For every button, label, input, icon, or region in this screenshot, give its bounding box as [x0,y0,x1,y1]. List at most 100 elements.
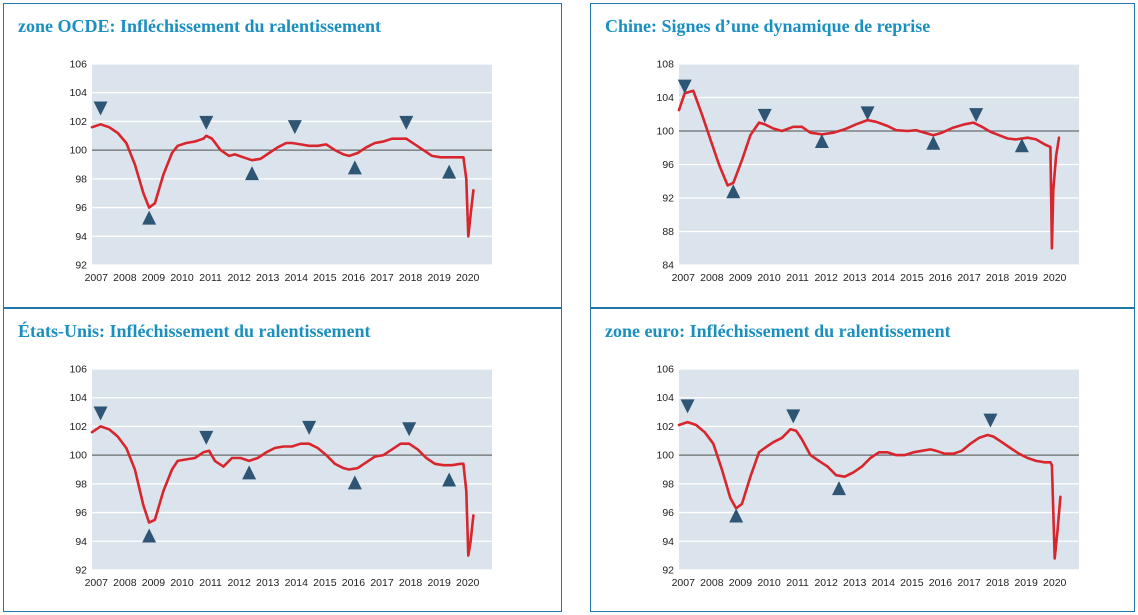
y-tick-label: 96 [662,159,674,171]
cli-series-line [677,420,1062,560]
peak-marker [402,422,417,437]
x-tick-label: 2014 [872,577,896,589]
x-tick-label: 2019 [1014,272,1038,284]
trough-marker [142,528,157,543]
peak-marker [860,106,875,121]
peak-marker [677,79,692,94]
y-tick-label: 102 [69,421,87,433]
y-tick-label: 92 [662,565,674,577]
peak-marker [757,108,772,123]
x-tick-label: 2009 [142,577,166,589]
y-tick-label: 108 [656,59,674,71]
chart-title: zone euro: Infléchissement du ralentisse… [605,321,951,341]
x-tick-label: 2011 [786,577,809,589]
y-tick-label: 98 [75,173,87,185]
y-tick-label: 96 [662,507,674,519]
trough-marker [245,166,259,181]
y-tick-label: 92 [75,565,87,577]
y-tick-label: 100 [69,145,87,157]
chart-panel-china: Chine: Signes d’une dynamique de reprise… [590,3,1135,308]
trough-marker [1014,138,1029,153]
peak-marker [786,409,801,424]
x-tick-label: 2018 [986,577,1010,589]
cli-series-line [90,425,475,557]
x-tick-label: 2012 [814,272,838,284]
x-tick-label: 2019 [427,577,451,589]
peak-marker [93,101,108,116]
trough-marker [442,164,457,179]
y-tick-label: 106 [656,364,674,376]
x-tick-label: 2007 [85,272,109,284]
x-tick-label: 2010 [757,577,781,589]
x-tick-label: 2008 [700,577,724,589]
x-tick-label: 2016 [342,272,366,284]
trough-marker [729,508,744,523]
y-tick-label: 100 [69,450,87,462]
cli-series-line [90,123,475,238]
x-tick-label: 2017 [370,577,394,589]
chart-title: zone OCDE: Infléchissement du ralentisse… [18,16,381,36]
x-tick-label: 2012 [227,272,251,284]
y-tick-label: 96 [75,507,87,519]
y-tick-label: 84 [662,260,674,272]
x-tick-label: 2009 [729,272,753,284]
trough-marker [347,475,362,490]
x-tick-label: 2013 [256,272,280,284]
oecd-chart: 92 94 96 98 100 102 104 106 2007 2008 2009 2010 2011… [69,59,492,284]
trough-marker [726,184,741,199]
y-tick-label: 104 [656,92,674,104]
x-tick-label: 2012 [227,577,251,589]
x-tick-label: 2008 [700,272,724,284]
x-tick-label: 2013 [256,577,280,589]
y-tick-label: 104 [69,392,87,404]
x-tick-label: 2020 [1043,577,1067,589]
x-tick-label: 2018 [399,577,423,589]
y-tick-label: 100 [656,126,674,138]
y-tick-label: 104 [656,392,674,404]
y-tick-label: 92 [75,260,87,272]
plot-area [92,369,492,570]
x-tick-label: 2014 [285,272,309,284]
x-tick-label: 2020 [1043,272,1067,284]
x-tick-label: 2016 [342,577,366,589]
x-tick-label: 2010 [170,272,194,284]
trough-marker [442,472,457,487]
peak-marker [399,115,414,130]
peak-marker [680,399,695,414]
y-tick-label: 92 [662,193,674,205]
x-tick-label: 2015 [313,577,337,589]
y-tick-label: 94 [75,231,87,243]
peak-marker [287,120,302,135]
peak-marker [969,108,984,123]
x-tick-label: 2007 [85,577,109,589]
trough-marker [926,135,941,150]
x-tick-label: 2010 [757,272,781,284]
x-tick-label: 2008 [113,577,137,589]
x-tick-label: 2014 [285,577,309,589]
x-tick-label: 2011 [199,577,222,589]
x-tick-label: 2017 [370,272,394,284]
x-tick-label: 2011 [199,272,222,284]
x-tick-label: 2014 [872,272,896,284]
x-tick-label: 2015 [313,272,337,284]
chart-title: États-Unis: Infléchissement du ralentiss… [18,321,371,341]
y-tick-label: 98 [662,478,674,490]
y-tick-label: 98 [75,478,87,490]
x-tick-label: 2012 [814,577,838,589]
x-tick-label: 2019 [1014,577,1038,589]
x-tick-label: 2013 [843,272,867,284]
x-tick-label: 2017 [957,577,981,589]
chart-panel-euro: zone euro: Infléchissement du ralentisse… [590,308,1135,612]
us-chart: 92 94 96 98 100 102 104 106 2007 2008 2009 2010 2011… [69,364,492,589]
trough-marker [347,160,362,175]
plot-area [679,369,1079,570]
y-tick-label: 94 [662,536,674,548]
x-tick-label: 2018 [399,272,423,284]
x-tick-label: 2017 [957,272,981,284]
x-tick-label: 2016 [929,577,953,589]
y-tick-label: 96 [75,202,87,214]
euro-chart: 92 94 96 98 100 102 104 106 2007 2008 2009 2010 2011… [656,364,1079,589]
china-chart: 84 88 92 96 100 104 108 2007 2008 2009 2010 2011 201… [656,59,1079,284]
peak-marker [199,115,214,130]
trough-marker [814,134,829,149]
